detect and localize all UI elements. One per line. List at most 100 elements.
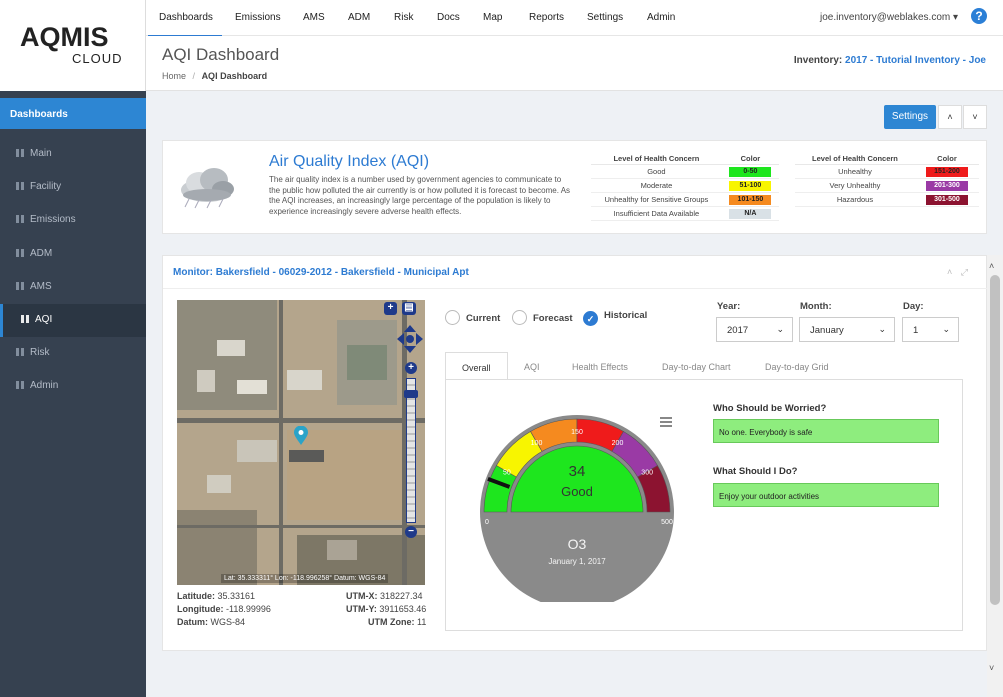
aqi-info-card: Air Quality Index (AQI) The air quality … xyxy=(162,140,987,234)
sidebar-item-ams[interactable]: AMS xyxy=(0,271,146,304)
gauge-value-fill xyxy=(510,445,644,513)
sidebar-item-adm[interactable]: ADM xyxy=(0,238,146,271)
chevron-down-icon: ⌄ xyxy=(878,324,886,334)
sidebar-header[interactable]: Dashboards xyxy=(0,98,146,129)
mode-label: Forecast xyxy=(533,313,573,324)
inventory-link[interactable]: 2017 - Tutorial Inventory - Joe xyxy=(845,55,986,66)
legend-col-concern: Level of Health Concern xyxy=(591,153,722,165)
gauge-tick-label: 0 xyxy=(485,519,489,526)
fullscreen-icon[interactable]: ⤢ xyxy=(960,267,968,277)
legend-col-color: Color xyxy=(914,153,979,165)
day-select[interactable]: 1 ⌄ xyxy=(902,317,959,342)
aqi-legend-table-left: Level of Health Concern Color Good 0-50 Mo… xyxy=(591,153,779,221)
mode-forecast-radio[interactable]: Forecast xyxy=(512,310,573,325)
collapse-all-button[interactable]: ˄ xyxy=(938,105,962,129)
inventory-indicator: Inventory: 2017 - Tutorial Inventory - J… xyxy=(794,55,986,66)
settings-button[interactable]: Settings xyxy=(884,105,936,129)
month-value: January xyxy=(810,325,844,336)
month-select[interactable]: January ⌄ xyxy=(799,317,895,342)
sidebar-item-facility[interactable]: Facility xyxy=(0,171,146,204)
chart-menu-icon[interactable] xyxy=(660,417,672,427)
legend-level: Unhealthy for Sensitive Groups xyxy=(591,192,722,207)
sidebar-item-risk[interactable]: Risk xyxy=(0,337,146,370)
user-menu[interactable]: joe.inventory@weblakes.com ▾ xyxy=(820,12,959,23)
satellite-map[interactable]: + ▤ + − Lat: 35.333311° Lon: -118.996258… xyxy=(177,300,425,585)
legend-range-badge: 51-100 xyxy=(729,181,772,191)
monitor-card: Monitor: Bakersfield - 06029-2012 - Bake… xyxy=(162,255,988,651)
month-label: Month: xyxy=(800,301,832,312)
zoom-in-button[interactable]: + xyxy=(384,302,397,315)
gauge-tick-label: 500 xyxy=(661,519,673,526)
location-pin-icon[interactable] xyxy=(294,426,308,446)
breadcrumb-home[interactable]: Home xyxy=(162,71,187,81)
legend-col-color: Color xyxy=(721,153,779,165)
zoom-slider-minus-button[interactable]: − xyxy=(405,526,417,538)
gauge-pollutant: O3 xyxy=(568,536,587,552)
sidebar-item-label: Admin xyxy=(30,380,59,391)
monitor-title: Monitor: Bakersfield - 06029-2012 - Bake… xyxy=(173,267,469,278)
scroll-down-arrow[interactable]: ˅ xyxy=(989,663,995,673)
legend-level: Good xyxy=(591,164,722,179)
radio-circle xyxy=(512,310,527,325)
mode-historical-radio[interactable]: ✓ Historical xyxy=(583,310,647,326)
page-title: AQI Dashboard xyxy=(162,45,280,64)
nav-map[interactable]: Map xyxy=(483,12,503,23)
tab-health-effects[interactable]: Health Effects xyxy=(572,362,628,372)
expand-all-button[interactable]: ˅ xyxy=(963,105,987,129)
scroll-thumb[interactable] xyxy=(990,275,1000,605)
nav-ams[interactable]: AMS xyxy=(303,12,325,23)
legend-level: Hazardous xyxy=(795,192,915,207)
nav-risk[interactable]: Risk xyxy=(394,12,414,23)
sidebar-item-label: AQI xyxy=(35,314,53,325)
gauge-scale-labels: 0 50 100 150 200 300 500 xyxy=(485,429,673,526)
mode-label: Current xyxy=(466,313,501,324)
sidebar-item-label: ADM xyxy=(30,248,53,259)
page-scrollbar[interactable]: ˄ ˅ xyxy=(987,255,1003,697)
tab-overall[interactable]: Overall xyxy=(445,352,508,380)
radio-circle xyxy=(445,310,460,325)
grid-icon xyxy=(16,182,24,190)
pan-control-icon[interactable] xyxy=(397,325,423,353)
nav-admin[interactable]: Admin xyxy=(647,12,676,23)
check-icon: ✓ xyxy=(583,311,598,326)
logo-text: AQMIS xyxy=(20,22,109,52)
zoom-slider[interactable] xyxy=(406,378,416,523)
zoom-slider-handle[interactable] xyxy=(404,390,418,398)
layers-icon[interactable]: ▤ xyxy=(402,302,416,315)
legend-range-badge: 201-300 xyxy=(925,181,968,191)
nav-reports[interactable]: Reports xyxy=(529,12,565,23)
mode-current-radio[interactable]: Current xyxy=(445,310,500,325)
day-label: Day: xyxy=(903,301,924,312)
nav-adm[interactable]: ADM xyxy=(348,12,371,23)
tab-aqi[interactable]: AQI xyxy=(524,362,540,372)
year-value: 2017 xyxy=(727,325,749,336)
app-logo[interactable]: AQMIS CLOUD xyxy=(0,0,146,91)
nav-settings[interactable]: Settings xyxy=(587,12,624,23)
zoom-slider-plus-button[interactable]: + xyxy=(405,362,417,374)
map-coordinate-readout: Lat: 35.333311° Lon: -118.996258° Datum:… xyxy=(221,574,389,583)
gauge-category: Good xyxy=(561,484,593,499)
longitude-row: Longitude: -118.99996 xyxy=(177,604,271,614)
legend-level: Very Unhealthy xyxy=(795,178,915,193)
page-header: AQI Dashboard Home / AQI Dashboard Inven… xyxy=(146,36,1003,91)
year-select[interactable]: 2017 ⌄ xyxy=(716,317,793,342)
gauge-bands xyxy=(483,418,671,513)
gauge-value: 34 xyxy=(569,463,586,480)
utmy-label: UTM-Y: xyxy=(346,604,377,614)
tab-day-to-day-chart[interactable]: Day-to-day Chart xyxy=(662,362,731,372)
nav-emissions[interactable]: Emissions xyxy=(235,12,281,23)
aqi-gauge: 0 50 100 150 200 300 500 34 Good O3 January 1,… xyxy=(480,415,674,602)
sidebar-item-admin[interactable]: Admin xyxy=(0,370,146,403)
sidebar-item-aqi[interactable]: AQI xyxy=(0,304,146,337)
nav-docs[interactable]: Docs xyxy=(437,12,460,23)
grid-icon xyxy=(16,215,24,223)
gauge-tick-label: 50 xyxy=(503,470,511,477)
scroll-up-arrow[interactable]: ˄ xyxy=(989,261,995,271)
collapse-icon[interactable]: ˄ xyxy=(947,267,953,277)
nav-dashboards[interactable]: Dashboards xyxy=(159,12,213,23)
sidebar-item-emissions[interactable]: Emissions xyxy=(0,204,146,237)
tab-day-to-day-grid[interactable]: Day-to-day Grid xyxy=(765,362,829,372)
sidebar-item-main[interactable]: Main xyxy=(0,138,146,171)
what-to-do-heading: What Should I Do? xyxy=(713,466,798,477)
help-icon[interactable]: ? xyxy=(971,8,987,24)
